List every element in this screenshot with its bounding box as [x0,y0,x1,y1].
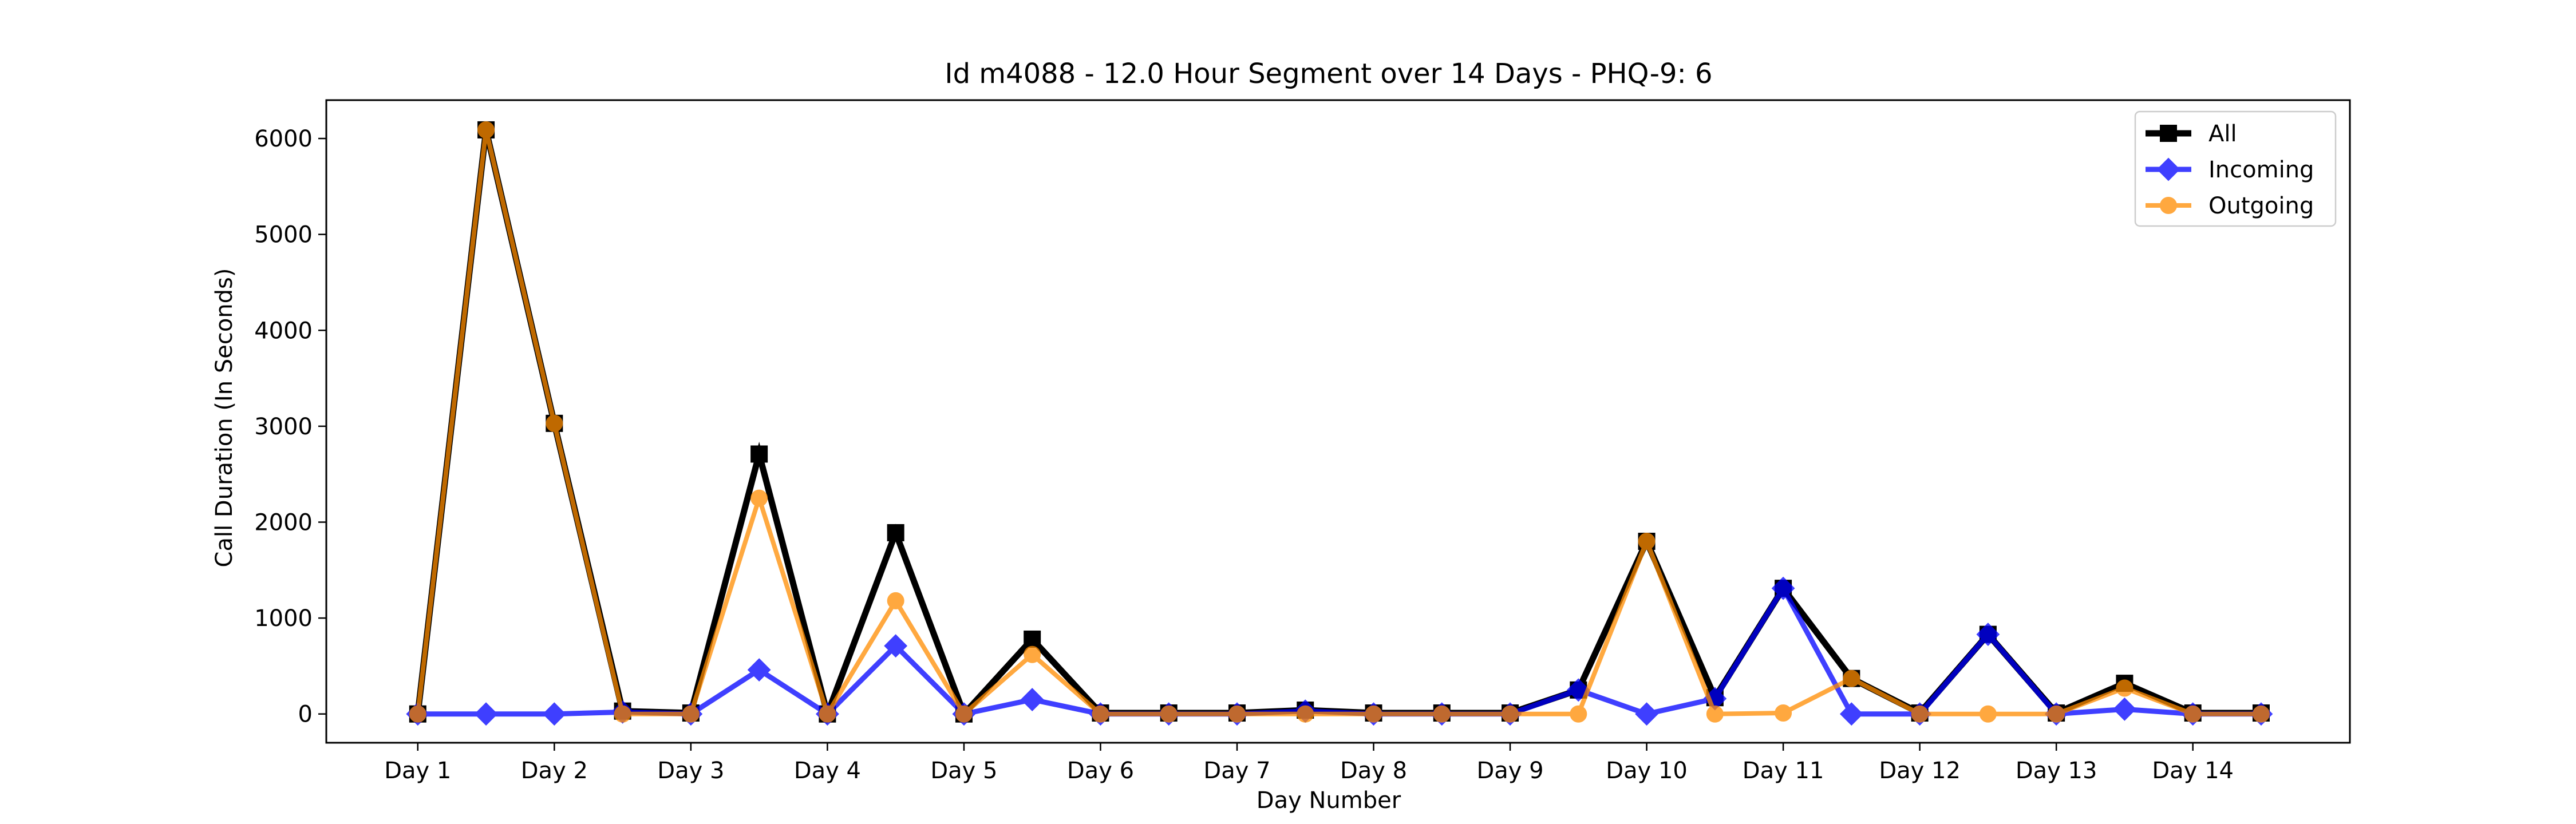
x-tick-label: Day 10 [1606,758,1688,784]
series-line-outgoing [415,129,2261,720]
x-axis-label: Day Number [1257,787,1401,814]
data-point-outgoing [1706,705,1724,723]
data-point-outgoing [546,414,563,432]
data-point-incoming [747,658,771,682]
x-tick-label: Day 1 [384,758,451,784]
data-point-outgoing [819,705,836,723]
data-point-all [1024,630,1041,648]
data-point-outgoing [887,592,904,609]
data-point-outgoing [1911,705,1929,723]
data-point-outgoing [1979,705,1997,723]
series-incoming [406,576,2273,726]
x-tick-label: Day 11 [1743,758,1824,784]
x-tick-label: Day 3 [657,758,724,784]
data-point-outgoing [1502,705,1519,723]
data-point-incoming [1839,702,1863,726]
data-point-outgoing [1570,705,1587,723]
data-point-incoming [884,634,908,658]
legend-frame [2134,110,2337,227]
y-tick-label: 3000 [254,414,313,440]
series-outgoing [409,121,2270,723]
x-tick-label: Day 8 [1340,758,1407,784]
chart-title: Id m4088 - 12.0 Hour Segment over 14 Day… [945,58,1712,90]
y-tick-label: 6000 [254,126,313,152]
y-tick-label: 2000 [254,509,313,536]
y-tick-label: 0 [298,702,313,728]
data-point-outgoing [1092,705,1109,723]
data-point-outgoing [2048,705,2065,723]
x-tick-label: Day 2 [521,758,588,784]
data-point-incoming [1635,702,1658,726]
y-axis-label: Call Duration (In Seconds) [211,268,238,568]
legend-label-incoming: Incoming [2208,157,2314,183]
data-point-outgoing [955,705,973,723]
data-point-outgoing [1297,705,1314,723]
plot-area [406,121,2273,726]
x-tick-label: Day 7 [1203,758,1270,784]
data-point-outgoing [2252,705,2270,723]
data-point-outgoing [614,705,631,723]
legend-swatch-incoming [2146,157,2191,181]
y-tick-label: 1000 [254,605,313,632]
data-point-outgoing [1160,705,1178,723]
data-point-incoming [542,702,566,726]
y-tick-label: 4000 [254,318,313,344]
data-point-all [750,445,768,463]
legend-label-outgoing: Outgoing [2208,193,2314,219]
data-point-outgoing [1638,533,1656,550]
x-tick-label: Day 5 [930,758,997,784]
legend-swatch-outgoing [2146,197,2191,214]
legend-swatch-all [2146,125,2191,142]
x-tick-label: Day 4 [794,758,861,784]
data-point-incoming [1771,576,1795,600]
data-point-incoming [1976,623,2000,647]
data-point-outgoing [409,705,426,723]
data-point-outgoing [1228,705,1246,723]
data-point-outgoing [2116,679,2134,697]
data-point-incoming [474,702,498,726]
data-point-outgoing [1843,670,1860,687]
data-point-incoming [1020,688,1044,711]
data-point-outgoing [682,705,700,723]
data-point-outgoing [750,489,768,507]
data-point-outgoing [2184,705,2202,723]
y-tick-label: 5000 [254,222,313,248]
data-point-all [887,524,904,541]
data-point-outgoing [1433,705,1451,723]
data-point-outgoing [1365,705,1382,723]
legend-marker-all [2160,125,2177,142]
legend-marker-incoming [2156,157,2180,181]
plot-frame [325,99,2351,744]
data-point-outgoing [477,121,495,138]
x-tick-label: Day 9 [1476,758,1543,784]
x-tick-label: Day 12 [1879,758,1961,784]
legend-marker-outgoing [2160,197,2177,214]
data-point-outgoing [1024,645,1041,663]
data-point-outgoing [1775,704,1792,722]
legend: All Incoming Outgoing [2134,110,2337,227]
legend-label-all: All [2208,121,2237,147]
x-tick-label: Day 13 [2016,758,2097,784]
x-tick-label: Day 6 [1067,758,1134,784]
data-point-incoming [2113,697,2136,721]
x-tick-label: Day 14 [2152,758,2234,784]
